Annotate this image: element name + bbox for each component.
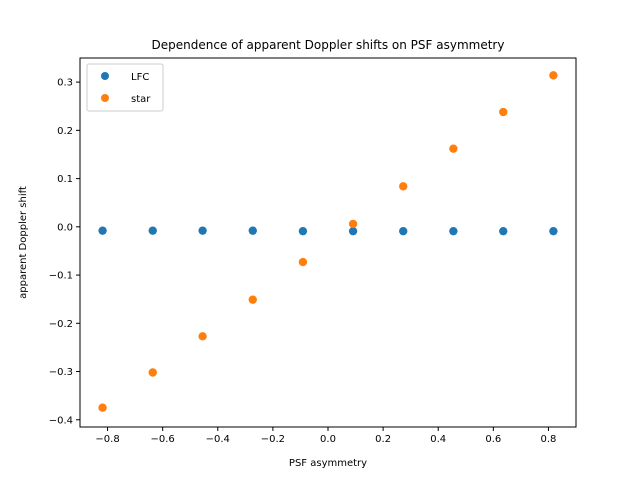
star-point bbox=[298, 257, 308, 267]
star-point bbox=[198, 332, 207, 341]
y-tick-label: 0.2 bbox=[57, 126, 73, 137]
y-axis: −0.4 −0.3 −0.2 −0.1 0.0 0.1 0.2 0.3 bbox=[49, 78, 80, 426]
y-tick-label: −0.2 bbox=[49, 319, 73, 330]
legend: LFC star bbox=[86, 63, 164, 112]
y-axis-label: apparent Doppler shift bbox=[18, 186, 29, 299]
lfc-point bbox=[148, 226, 157, 235]
y-tick-label: −0.3 bbox=[49, 367, 73, 378]
data-points bbox=[98, 71, 558, 412]
legend-label-star: star bbox=[131, 94, 151, 105]
y-tick-label: 0.0 bbox=[57, 222, 73, 233]
lfc-point bbox=[549, 226, 558, 236]
y-tick-label: −0.1 bbox=[49, 271, 73, 282]
y-tick-label: 0.3 bbox=[57, 78, 73, 89]
legend-marker-lfc bbox=[101, 72, 109, 80]
star-point bbox=[449, 144, 458, 153]
lfc-point bbox=[499, 226, 508, 236]
lfc-point bbox=[298, 226, 308, 236]
star-point bbox=[348, 219, 358, 229]
star-point bbox=[549, 71, 558, 80]
y-tick-label: 0.1 bbox=[57, 174, 73, 185]
x-tick-label: 0.6 bbox=[485, 434, 501, 445]
lfc-point bbox=[449, 226, 458, 236]
x-tick-label: 0.2 bbox=[375, 434, 391, 445]
star-point bbox=[148, 368, 157, 377]
lfc-point bbox=[348, 226, 358, 236]
x-tick-label: 0.0 bbox=[320, 434, 336, 445]
legend-label-lfc: LFC bbox=[131, 72, 149, 83]
x-tick-label: −0.6 bbox=[151, 434, 175, 445]
x-tick-label: 0.8 bbox=[540, 434, 556, 445]
x-axis-label: PSF asymmetry bbox=[289, 458, 367, 469]
legend-marker-star bbox=[101, 94, 109, 102]
star-point bbox=[248, 295, 257, 304]
x-tick-label: −0.2 bbox=[261, 434, 285, 445]
star-point bbox=[399, 182, 408, 191]
x-tick-label: −0.8 bbox=[95, 434, 119, 445]
x-tick-label: 0.4 bbox=[430, 434, 446, 445]
lfc-point bbox=[399, 226, 408, 236]
lfc-point bbox=[98, 226, 107, 235]
x-tick-label: −0.4 bbox=[206, 434, 230, 445]
x-axis: −0.8 −0.6 −0.4 −0.2 0.0 0.2 0.4 0.6 0.8 bbox=[95, 427, 556, 445]
y-tick-label: −0.4 bbox=[49, 415, 73, 426]
chart-title: Dependence of apparent Doppler shifts on… bbox=[152, 38, 505, 52]
lfc-point bbox=[198, 226, 207, 235]
legend-box bbox=[86, 63, 164, 112]
lfc-point bbox=[248, 226, 257, 235]
star-point bbox=[98, 403, 107, 412]
star-point bbox=[499, 107, 508, 117]
